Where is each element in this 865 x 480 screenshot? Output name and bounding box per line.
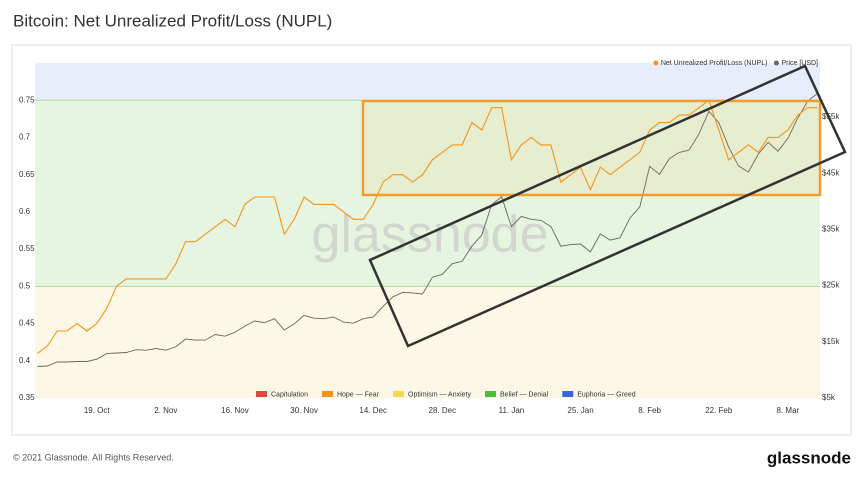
x-tick-label: 16. Nov [221,406,249,415]
legend-label: Net Unrealized Profit/Loss (NUPL) [661,60,768,67]
legend-label: Optimism — Anxiety [408,391,472,398]
legend-label: Hope — Fear [337,391,380,398]
legend-label: Euphoria — Greed [577,391,635,398]
x-tick-label: 28. Dec [429,406,457,415]
x-tick-label: 30. Nov [290,406,318,415]
sentiment-band [35,286,820,398]
series-line [37,99,818,354]
legend-swatch [256,391,267,397]
legend-swatch [485,391,497,397]
y-tick-label: 0.4 [19,356,31,365]
y2-tick-label: $55k [822,112,840,121]
y2-tick-label: $35k [822,224,840,233]
legend-marker [773,60,779,66]
legend-swatch [321,391,333,397]
legend-marker [653,60,659,66]
x-tick-label: 19. Oct [84,406,111,415]
y-tick-label: 0.35 [19,393,35,402]
y2-tick-label: $5k [822,393,836,402]
y-tick-label: 0.45 [19,319,35,328]
sentiment-band [35,100,820,287]
watermark: glassnode [311,206,548,264]
x-tick-label: 14. Dec [359,406,387,415]
annotation-box [361,99,822,197]
x-tick-label: 11. Jan [499,406,525,415]
y2-tick-label: $45k [822,168,840,177]
brand-logo: glassnode [767,448,851,467]
legend-swatch [562,391,574,397]
y2-tick-label: $15k [822,337,840,346]
y-tick-label: 0.7 [19,133,31,142]
x-tick-label: 22. Feb [705,406,733,415]
x-tick-label: 2. Nov [154,406,177,415]
y-tick-label: 0.75 [19,95,35,104]
sentiment-band [35,63,820,101]
x-tick-label: 8. Mar [777,406,800,415]
y-tick-label: 0.65 [19,170,35,179]
y-tick-label: 0.6 [19,207,31,216]
x-tick-label: 25. Jan [567,406,593,415]
copyright: © 2021 Glassnode. All Rights Reserved. [13,452,174,462]
legend-swatch [393,391,404,397]
y2-tick-label: $25k [822,281,840,290]
y-tick-label: 0.55 [19,244,35,253]
annotation-channel [368,64,847,348]
y-tick-label: 0.5 [19,281,31,290]
x-tick-label: 8. Feb [638,406,661,415]
series-line [37,93,818,367]
legend-label: Price [USD] [781,60,818,67]
legend-label: Capitulation [271,391,308,398]
chart-title: Bitcoin: Net Unrealized Profit/Loss (NUP… [13,11,332,30]
legend-label: Belief — Denial [500,391,549,398]
